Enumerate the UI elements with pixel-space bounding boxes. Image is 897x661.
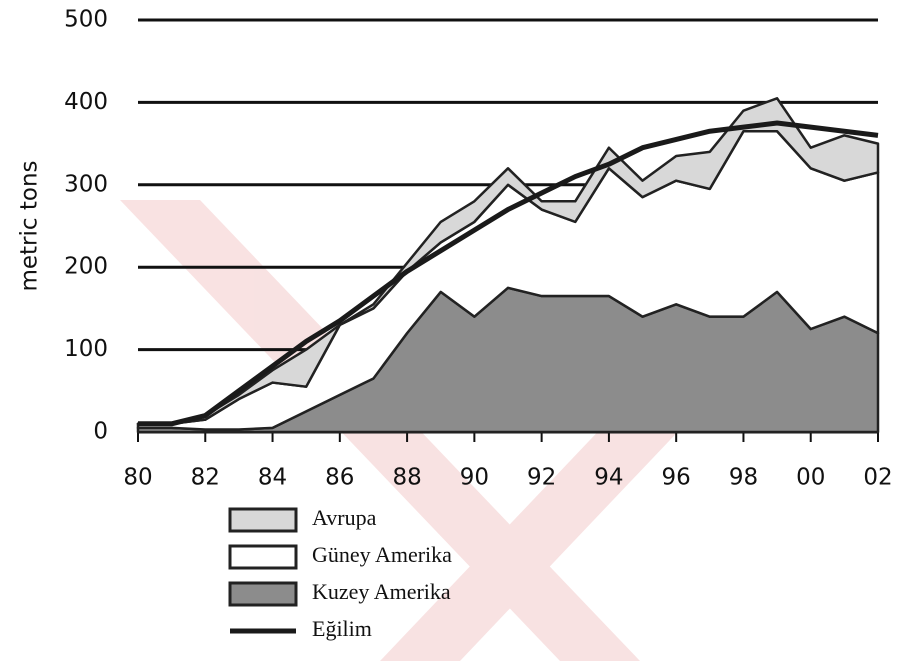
legend: Avrupa Güney Amerika Kuzey Amerika Eğilim [228,505,452,641]
x-tick-label: 92 [527,465,556,491]
y-tick-label: 0 [93,419,108,445]
x-tick-label: 00 [796,465,825,491]
x-tick-label: 96 [662,465,691,491]
x-tick-label: 98 [729,465,758,491]
x-tick-label: 02 [863,465,892,491]
legend-swatch [228,544,298,570]
x-tick-label: 82 [191,465,220,491]
plot [136,18,880,442]
x-tick-label: 80 [123,465,152,491]
y-tick-label: 500 [64,7,108,33]
legend-label: Eğilim [312,616,372,641]
legend-swatch [228,507,298,533]
legend-label: Kuzey Amerika [312,579,451,604]
y-tick-label: 200 [64,254,108,280]
x-tick-label: 94 [594,465,623,491]
y-tick-label: 400 [64,89,108,115]
trend-line [138,120,879,427]
legend-label: Güney Amerika [312,542,452,567]
x-tick-label: 88 [392,465,421,491]
y-tick-label: 100 [64,336,108,362]
legend-label: Avrupa [312,505,377,530]
x-tick-label: 84 [258,465,287,491]
x-tick-label: 90 [460,465,489,491]
y-tick-label: 300 [64,171,108,197]
y-axis-label: metric tons [17,160,43,291]
legend-swatch [228,581,298,607]
x-tick-label: 86 [325,465,354,491]
